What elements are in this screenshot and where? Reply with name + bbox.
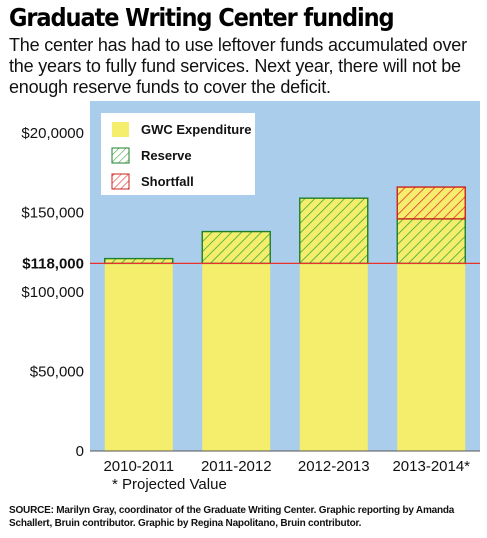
x-tick-label: 2010-2011 bbox=[103, 458, 174, 475]
chart-subtitle: The center has had to use leftover funds… bbox=[9, 35, 467, 97]
legend-swatch-expenditure bbox=[112, 122, 129, 137]
legend-label: Reserve bbox=[141, 148, 192, 163]
projected-note: * Projected Value bbox=[112, 476, 227, 493]
source-credit: SOURCE: Marilyn Gray, coordinator of the… bbox=[9, 505, 455, 529]
legend-label: Shortfall bbox=[141, 174, 194, 189]
y-tick-label: $20,0000 bbox=[21, 125, 84, 142]
chart-title: Graduate Writing Center funding bbox=[9, 3, 395, 32]
bar-expenditure bbox=[299, 263, 368, 451]
reference-line-group: $118,000 bbox=[22, 255, 480, 272]
y-tick-label: $100,000 bbox=[21, 284, 84, 301]
bar-reserve bbox=[201, 230, 271, 265]
y-axis-labels: 0 $50,000 $100,000 $150,000 $20,0000 bbox=[21, 125, 84, 460]
bar-reserve bbox=[299, 197, 369, 265]
y-tick-label: $150,000 bbox=[21, 205, 84, 222]
bar-shortfall bbox=[396, 186, 466, 220]
legend-swatch-shortfall bbox=[111, 173, 130, 190]
x-tick-label: 2013-2014* bbox=[392, 458, 470, 475]
legend: GWC Expenditure Reserve Shortfall bbox=[101, 113, 255, 195]
y-tick-label: 0 bbox=[76, 443, 84, 460]
x-tick-label: 2011-2012 bbox=[201, 458, 272, 475]
reference-line-label: $118,000 bbox=[22, 255, 84, 272]
bar-expenditure bbox=[397, 263, 466, 451]
bar-reserve bbox=[104, 257, 174, 265]
x-tick-label: 2012-2013 bbox=[298, 458, 370, 475]
funding-chart: 0 $50,000 $100,000 $150,000 $20,0000 $118,00… bbox=[21, 101, 480, 493]
bar-expenditure bbox=[202, 263, 271, 451]
bars bbox=[104, 186, 466, 451]
bar-expenditure bbox=[104, 263, 173, 451]
y-tick-label: $50,000 bbox=[30, 364, 84, 381]
bar-reserve bbox=[396, 218, 466, 265]
legend-label: GWC Expenditure bbox=[141, 122, 252, 137]
x-axis-labels: 2010-2011 2011-2012 2012-2013 2013-2014* bbox=[103, 458, 470, 475]
legend-swatch-reserve bbox=[111, 147, 130, 164]
